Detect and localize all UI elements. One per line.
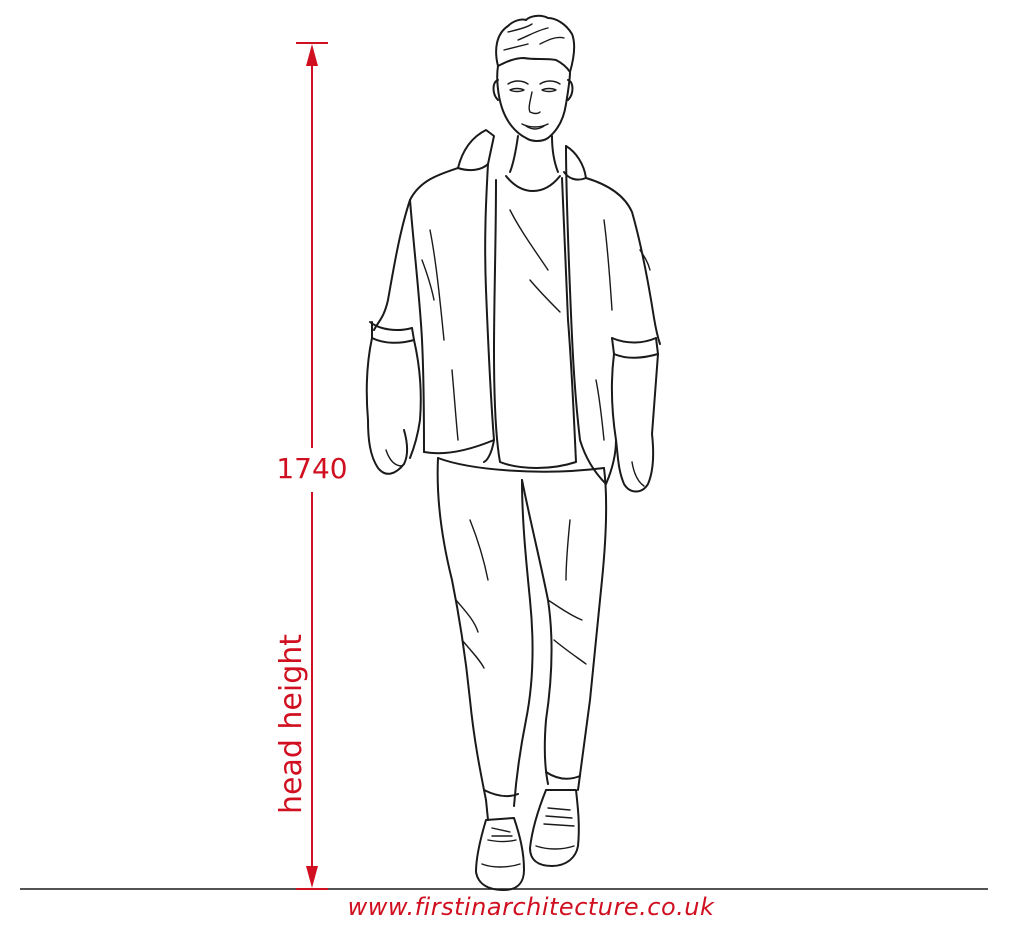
dimension-label: head height [274,634,309,814]
shirt-left [373,167,459,331]
left-shoe [475,817,525,891]
jeans [436,457,489,821]
person-figure [365,14,661,891]
shirt-right [585,177,661,345]
dimension-top-arrow [306,44,318,66]
right-shoe [529,789,580,867]
face [496,65,571,142]
dimension-bottom-arrow [306,866,318,888]
hair [495,14,576,73]
website-url[interactable]: www.firstinarchitecture.co.uk [347,893,715,921]
dimension-value: 1740 [276,452,347,485]
dimension-line [296,42,328,890]
t-shirt [493,177,577,469]
